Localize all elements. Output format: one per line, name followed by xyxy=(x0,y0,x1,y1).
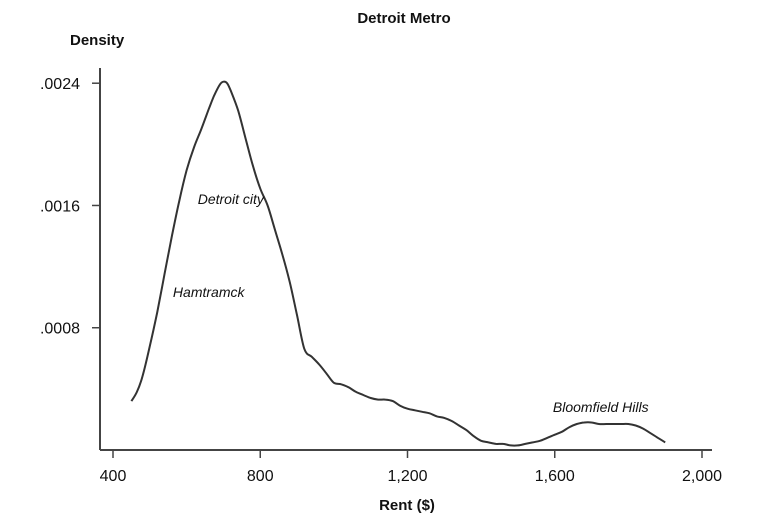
chart-title: Detroit Metro xyxy=(357,10,450,27)
x-tick-label: 800 xyxy=(247,468,274,485)
y-axis-label: Density xyxy=(70,32,125,49)
x-axis-label: Rent ($) xyxy=(379,497,435,514)
density-curve xyxy=(130,80,666,447)
x-tick-label: 1,600 xyxy=(535,468,575,485)
x-tick-label: 2,000 xyxy=(682,468,722,485)
y-tick-label: .0008 xyxy=(40,321,80,338)
curve-annotation: Detroit city xyxy=(198,191,265,207)
y-tick-label: .0024 xyxy=(40,76,80,93)
curve-annotation: Hamtramck xyxy=(173,284,246,300)
x-tick-label: 400 xyxy=(100,468,127,485)
y-tick-label: .0016 xyxy=(40,198,80,215)
x-tick-label: 1,200 xyxy=(387,468,427,485)
curve-annotation: Bloomfield Hills xyxy=(553,399,649,415)
